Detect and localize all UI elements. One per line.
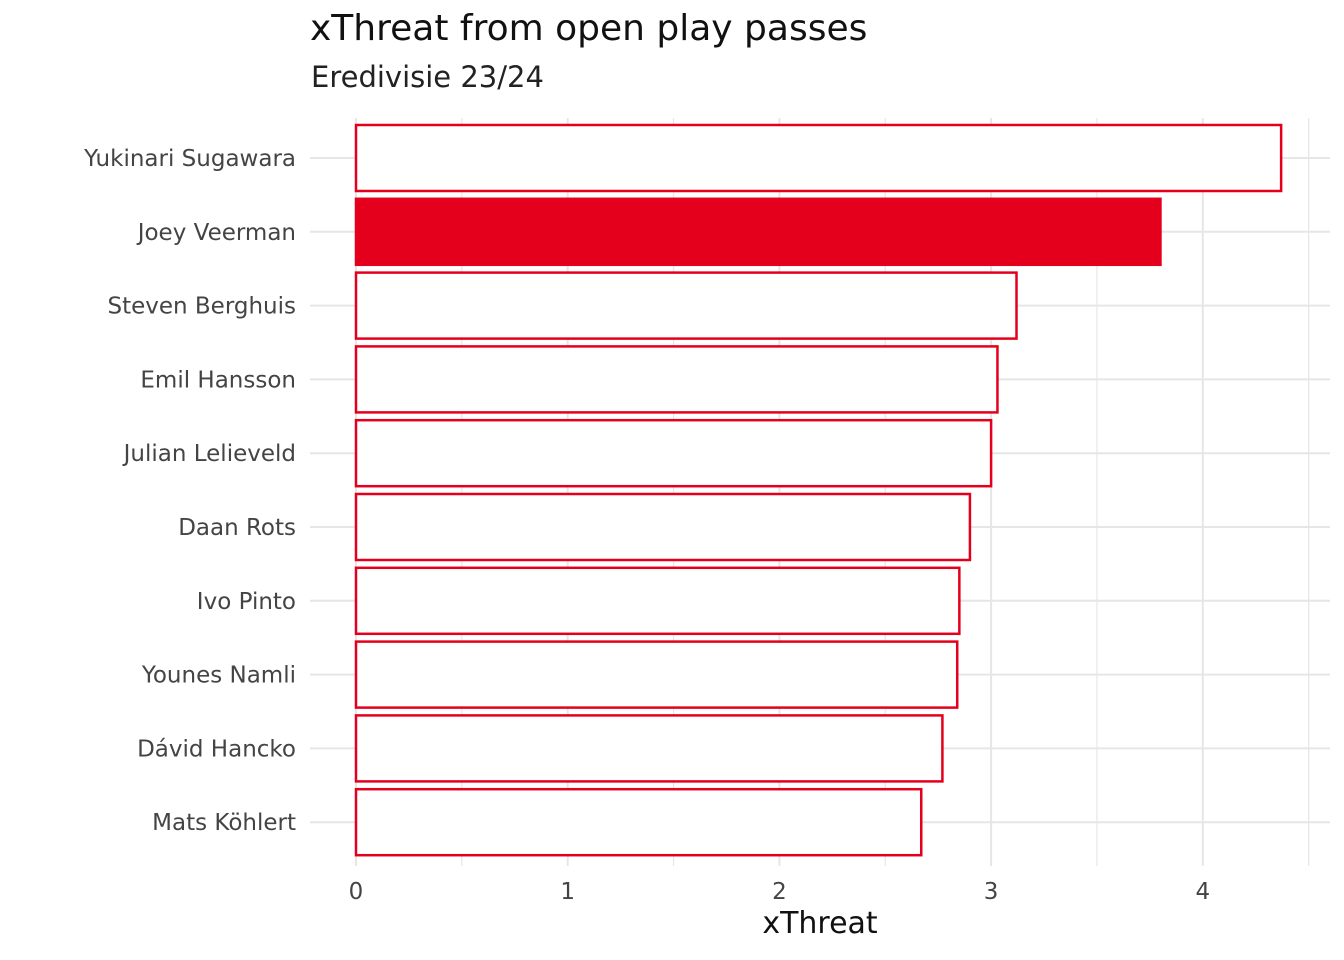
bars [354, 123, 1283, 857]
category-label: Steven Berghuis [107, 294, 296, 320]
x-axis-ticks: 0 1 2 3 4 [349, 879, 1210, 905]
chart-title: xThreat from open play passes [310, 8, 868, 49]
bar [354, 566, 961, 636]
bar [354, 123, 1283, 193]
bar [354, 787, 923, 857]
x-tick-label: 4 [1195, 879, 1210, 905]
category-label: Daan Rots [178, 515, 296, 541]
bar-highlighted [354, 197, 1162, 267]
bar [354, 345, 999, 414]
x-tick-label: 0 [349, 879, 364, 905]
chart-subtitle: Eredivisie 23/24 [311, 60, 544, 94]
x-axis-label: xThreat [762, 906, 878, 941]
bar [354, 271, 1018, 340]
category-label: Yukinari Sugawara [83, 146, 296, 172]
category-label: Joey Veerman [136, 220, 296, 246]
category-labels: Yukinari Sugawara Joey Veerman Steven Berg… [83, 146, 296, 836]
category-label: Emil Hansson [140, 367, 296, 393]
category-label: Mats Köhlert [152, 810, 296, 836]
bar [354, 714, 944, 783]
x-tick-label: 1 [560, 879, 575, 905]
category-label: Dávid Hancko [137, 736, 296, 762]
bar [354, 640, 959, 709]
category-label: Ivo Pinto [197, 589, 296, 615]
x-tick-label: 3 [984, 879, 999, 905]
category-label: Julian Lelieveld [122, 441, 296, 467]
bar [354, 492, 972, 562]
category-label: Younes Namli [141, 663, 296, 689]
x-tick-label: 2 [772, 879, 787, 905]
bar [354, 418, 993, 488]
